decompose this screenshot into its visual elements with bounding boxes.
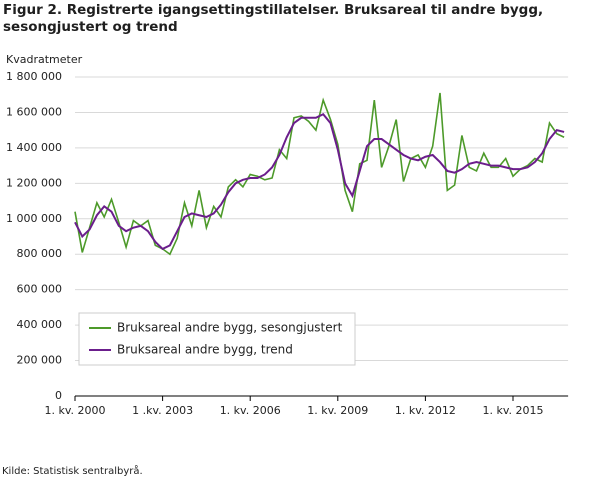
y-tick-label: 1 000 000 — [6, 212, 62, 225]
source: Kilde: Statistisk sentralbyrå. — [2, 464, 143, 477]
y-tick-label: 1 200 000 — [6, 176, 62, 189]
y-tick-label: 1 600 000 — [6, 105, 62, 118]
legend-label: Bruksareal andre bygg, sesongjustert — [117, 321, 343, 335]
x-tick-label: 1. kv. 2015 — [482, 404, 543, 417]
x-tick-label: 1. kv. 2012 — [395, 404, 456, 417]
y-tick-label: 1 800 000 — [6, 70, 62, 83]
y-tick-label: 1 400 000 — [6, 141, 62, 154]
legend-box — [78, 312, 356, 366]
series-line — [74, 112, 565, 251]
x-tick-label: 1. kv. 2006 — [220, 404, 281, 417]
y-tick-label: 0 — [55, 389, 62, 402]
x-tick-label: 1 .kv. 2003 — [132, 404, 193, 417]
y-tick-label: 200 000 — [17, 354, 63, 367]
chart-title: Figur 2. Registrerte igangsettingstillat… — [3, 2, 544, 35]
y-tick-label: 600 000 — [17, 283, 63, 296]
series-line — [74, 92, 565, 256]
x-tick-label: 1. kv. 2009 — [307, 404, 368, 417]
legend-label: Bruksareal andre bygg, trend — [117, 343, 293, 357]
y-axis-label: Kvadratmeter — [6, 53, 83, 66]
x-tick-label: 1. kv. 2000 — [44, 404, 105, 417]
y-tick-label: 800 000 — [17, 247, 63, 260]
y-tick-label: 400 000 — [17, 318, 63, 331]
